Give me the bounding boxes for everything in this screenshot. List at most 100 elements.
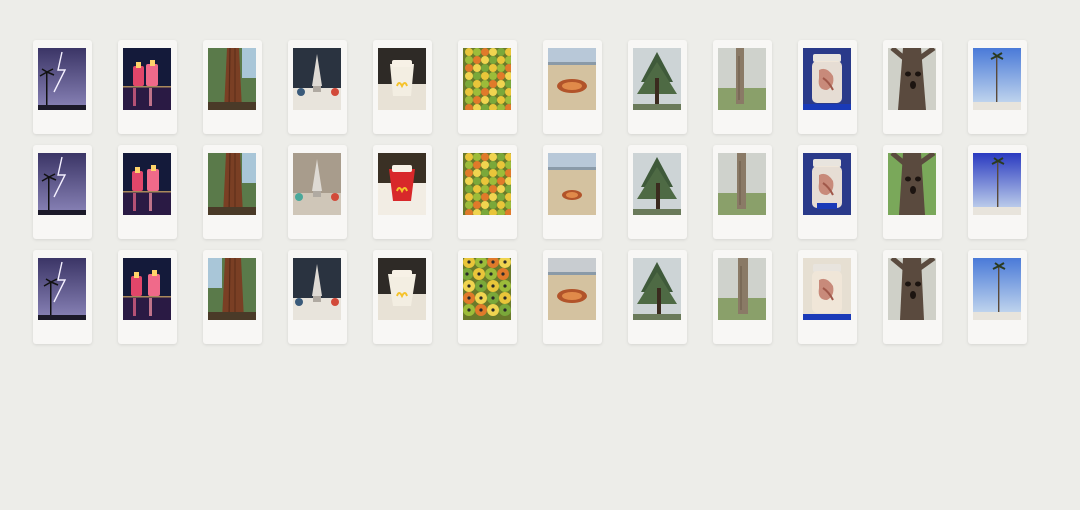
lightning-palm-tree-photo	[38, 48, 86, 110]
photo-card[interactable]	[798, 250, 857, 344]
sequoia-trunk-photo	[208, 153, 256, 215]
rocket-figurine-image	[293, 258, 341, 320]
lit-towers-night-image	[123, 258, 171, 320]
mango-pile-image	[463, 48, 511, 110]
photo-card[interactable]	[543, 145, 602, 239]
rocket-figurine-image	[293, 48, 341, 110]
photo-card[interactable]	[33, 40, 92, 134]
sequoia-trunk-image	[208, 258, 256, 320]
photo-card[interactable]	[118, 40, 177, 134]
rocket-figurine-photo	[293, 48, 341, 110]
sequoia-trunk-image	[208, 153, 256, 215]
photo-card[interactable]	[203, 40, 262, 134]
pine-tree-sky-image	[633, 153, 681, 215]
sequoia-trunk-photo	[208, 48, 256, 110]
specimen-jar-photo	[803, 258, 851, 320]
mcdonalds-fries-cup-photo	[378, 153, 426, 215]
photo-card[interactable]	[458, 40, 517, 134]
photo-card[interactable]	[543, 40, 602, 134]
photo-card[interactable]	[373, 40, 432, 134]
tree-face-photo	[888, 48, 936, 110]
photo-card[interactable]	[883, 250, 942, 344]
pine-tree-sky-photo	[633, 48, 681, 110]
photo-card[interactable]	[203, 250, 262, 344]
tree-face-image	[888, 48, 936, 110]
mango-pile-image	[463, 258, 511, 320]
rocket-figurine-photo	[293, 258, 341, 320]
photo-card[interactable]	[883, 40, 942, 134]
photo-card[interactable]	[203, 145, 262, 239]
mango-pile-photo	[463, 258, 511, 320]
palm-tree-blue-sky-image	[973, 258, 1021, 320]
lit-towers-night-photo	[123, 48, 171, 110]
lightning-palm-tree-image	[38, 153, 86, 215]
photo-card[interactable]	[458, 145, 517, 239]
mcdonalds-fries-cup-image	[378, 153, 426, 215]
mango-pile-photo	[463, 153, 511, 215]
photo-card[interactable]	[713, 40, 772, 134]
photo-card[interactable]	[883, 145, 942, 239]
photo-card[interactable]	[968, 40, 1027, 134]
mcdonalds-fries-cup-image	[378, 258, 426, 320]
sand-crater-beach-photo	[548, 153, 596, 215]
tree-trunk-park-image	[718, 153, 766, 215]
photo-card[interactable]	[288, 250, 347, 344]
palm-tree-blue-sky-image	[973, 153, 1021, 215]
lightning-palm-tree-photo	[38, 258, 86, 320]
palm-tree-blue-sky-photo	[973, 258, 1021, 320]
pine-tree-sky-image	[633, 258, 681, 320]
photo-card[interactable]	[968, 250, 1027, 344]
pine-tree-sky-photo	[633, 153, 681, 215]
photo-card[interactable]	[628, 40, 687, 134]
lit-towers-night-photo	[123, 258, 171, 320]
photo-card[interactable]	[798, 145, 857, 239]
specimen-jar-image	[803, 153, 851, 215]
photo-card[interactable]	[543, 250, 602, 344]
photo-card[interactable]	[118, 250, 177, 344]
photo-card[interactable]	[373, 145, 432, 239]
photo-card[interactable]	[288, 145, 347, 239]
sand-crater-beach-photo	[548, 258, 596, 320]
palm-tree-blue-sky-image	[973, 48, 1021, 110]
photo-card[interactable]	[118, 145, 177, 239]
photo-card[interactable]	[968, 145, 1027, 239]
photo-card[interactable]	[713, 250, 772, 344]
tree-face-image	[888, 258, 936, 320]
photo-gallery	[33, 40, 1027, 344]
photo-card[interactable]	[33, 145, 92, 239]
tree-face-photo	[888, 258, 936, 320]
photo-card[interactable]	[798, 40, 857, 134]
lightning-palm-tree-image	[38, 48, 86, 110]
photo-card[interactable]	[458, 250, 517, 344]
photo-card[interactable]	[628, 145, 687, 239]
pine-tree-sky-image	[633, 48, 681, 110]
sequoia-trunk-photo	[208, 258, 256, 320]
lit-towers-night-photo	[123, 153, 171, 215]
sand-crater-beach-image	[548, 48, 596, 110]
specimen-jar-photo	[803, 48, 851, 110]
tree-trunk-park-image	[718, 258, 766, 320]
palm-tree-blue-sky-photo	[973, 48, 1021, 110]
photo-card[interactable]	[373, 250, 432, 344]
photo-card[interactable]	[713, 145, 772, 239]
pine-tree-sky-photo	[633, 258, 681, 320]
photo-card[interactable]	[628, 250, 687, 344]
mango-pile-photo	[463, 48, 511, 110]
tree-trunk-park-photo	[718, 48, 766, 110]
mcdonalds-fries-cup-photo	[378, 258, 426, 320]
rocket-figurine-image	[293, 153, 341, 215]
tree-face-photo	[888, 153, 936, 215]
tree-trunk-park-photo	[718, 258, 766, 320]
mcdonalds-fries-cup-photo	[378, 48, 426, 110]
lit-towers-night-image	[123, 48, 171, 110]
tree-trunk-park-photo	[718, 153, 766, 215]
sand-crater-beach-image	[548, 153, 596, 215]
photo-card[interactable]	[33, 250, 92, 344]
photo-card[interactable]	[288, 40, 347, 134]
mango-pile-image	[463, 153, 511, 215]
specimen-jar-image	[803, 48, 851, 110]
tree-face-image	[888, 153, 936, 215]
sand-crater-beach-photo	[548, 48, 596, 110]
lightning-palm-tree-photo	[38, 153, 86, 215]
lightning-palm-tree-image	[38, 258, 86, 320]
